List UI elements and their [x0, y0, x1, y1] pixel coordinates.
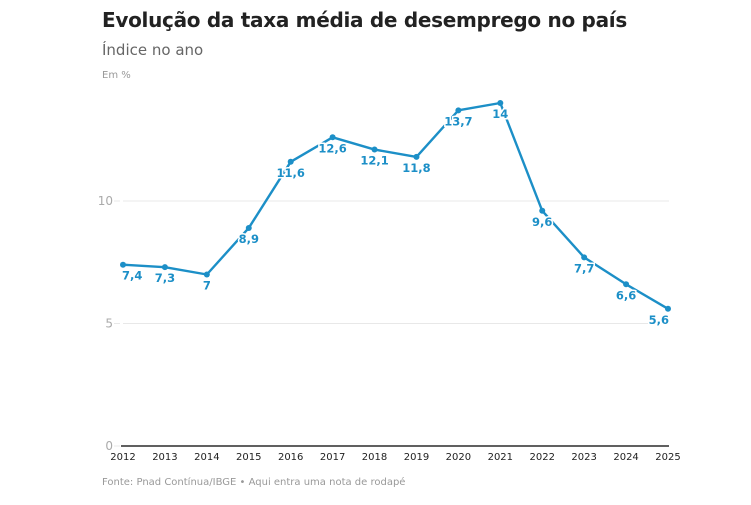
data-label: 7,7 [574, 261, 594, 275]
x-tick-label: 2015 [236, 452, 261, 463]
label-layer: 7,4 7,3 7 8,9 11,6 12,6 12,1 11,8 13,7 14 9,6 7,7 6,… [121, 106, 671, 329]
x-tick-label: 2016 [278, 452, 303, 463]
data-point [665, 305, 671, 312]
data-label: 13,7 [444, 114, 472, 128]
grid-layer [114, 200, 669, 447]
data-label: 7,4 [122, 269, 142, 283]
y-tick-label: 10 [98, 194, 113, 208]
x-tick-label: 2025 [655, 452, 680, 463]
x-tick-label: 2024 [613, 452, 638, 463]
data-point [581, 254, 588, 261]
data-label: 5,6 [649, 313, 669, 327]
x-tick-label: 2018 [362, 452, 387, 463]
x-tick-label: 2023 [571, 452, 596, 463]
data-point [329, 134, 336, 141]
axis-layer: 0 5 10 2012 2013 2014 2015 2016 2017 2018 2019 2020… [98, 194, 681, 463]
data-point [497, 100, 504, 106]
data-point [245, 224, 252, 231]
x-tick-label: 2013 [152, 452, 177, 463]
x-tick-label: 2012 [110, 452, 135, 463]
data-label: 11,6 [277, 166, 305, 180]
data-point [287, 158, 294, 165]
data-point [455, 107, 462, 114]
y-tick-label: 5 [105, 317, 113, 331]
x-tick-label: 2021 [488, 452, 513, 463]
data-label: 11,8 [402, 161, 430, 175]
data-label: 12,6 [318, 141, 346, 155]
y-tick-label: 0 [105, 439, 113, 453]
data-label: 14 [492, 107, 508, 121]
data-label: 8,9 [239, 232, 259, 246]
x-tick-label: 2017 [320, 452, 345, 463]
chart-title: Evolução da taxa média de desemprego no … [102, 8, 627, 32]
x-tick-label: 2014 [194, 452, 219, 463]
data-point [539, 207, 546, 214]
data-point [161, 264, 168, 271]
source-note: Fonte: Pnad Contínua/IBGE • Aqui entra u… [102, 477, 406, 488]
x-tick-label: 2020 [446, 452, 471, 463]
x-tick-label: 2019 [404, 452, 429, 463]
data-point [371, 146, 378, 153]
data-point [623, 281, 630, 288]
data-label: 9,6 [532, 215, 552, 229]
x-tick-label: 2022 [530, 452, 555, 463]
data-label: 7,3 [155, 271, 175, 285]
data-point [203, 271, 210, 278]
data-point [413, 153, 420, 160]
chart-subtitle: Índice no ano [102, 41, 204, 59]
series-line [121, 101, 670, 310]
line-layer [120, 100, 671, 312]
data-label: 12,1 [360, 154, 388, 168]
data-label: 6,6 [616, 288, 636, 302]
unit-label: Em % [102, 70, 131, 81]
data-point [120, 261, 126, 268]
data-label: 7 [203, 279, 211, 293]
